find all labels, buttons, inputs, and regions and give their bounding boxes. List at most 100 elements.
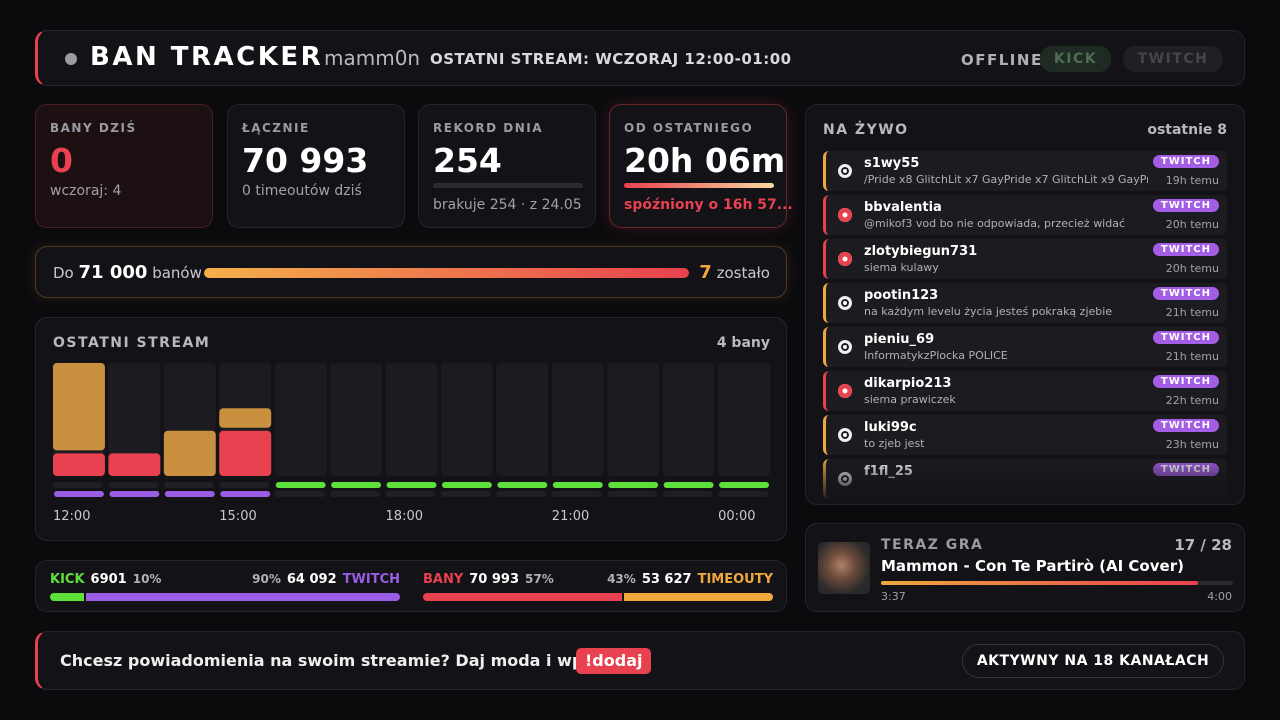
np-elapsed: 3:37	[881, 590, 906, 603]
command: !dodaj	[576, 648, 652, 674]
column-bg	[607, 363, 660, 476]
feed-time: 23h temu	[1165, 438, 1219, 451]
timeout-icon	[838, 164, 852, 178]
platform-badge: TWITCH	[1152, 287, 1219, 300]
stat-sub: wczoraj: 4	[50, 183, 122, 199]
stat-card: ŁĄCZNIE 70 993 0 timeoutów dziś	[227, 104, 405, 228]
platform-strip	[719, 482, 769, 488]
split-label: KICK	[50, 572, 85, 587]
platform-strip	[108, 482, 159, 488]
split-count: 53 627	[641, 572, 692, 587]
kick-button[interactable]: KICK	[1040, 46, 1111, 72]
ban-icon	[838, 208, 852, 222]
platform-strip	[663, 482, 714, 488]
bar-segment	[219, 430, 272, 476]
twitch-button[interactable]: TWITCH	[1123, 46, 1223, 72]
feed-message: siema prawiczek	[864, 393, 956, 406]
column-bg	[662, 363, 715, 476]
feed-message: @mikof3 vod bo nie odpowiada, przecież w…	[864, 217, 1126, 230]
user: mamm0n	[324, 46, 421, 70]
ban-icon	[838, 384, 852, 398]
platform-strip	[109, 491, 160, 497]
stat-label: OD OSTATNIEGO	[624, 121, 754, 135]
platform-strip	[164, 491, 215, 497]
feed-message: /Pride x8 GlitchLit x7 GayPride x7 Glitc…	[864, 173, 1148, 186]
platform-strip	[608, 482, 659, 488]
stat-label: BANY DZIŚ	[50, 121, 137, 135]
platform-strip	[496, 491, 547, 497]
platform-strip	[662, 491, 713, 497]
bar-segment	[108, 453, 161, 476]
now-playing: TERAZ GRA 17 / 28 Mammon - Con Te Partir…	[805, 523, 1245, 612]
feed-time: 20h temu	[1165, 218, 1219, 231]
platform-strip	[274, 491, 325, 497]
last-stream: OSTATNI STREAM: WCZORAJ 12:00-01:00	[430, 50, 792, 68]
feed-item: zlotybiegun731 siema kulawy TWITCH 20h temu	[823, 239, 1227, 279]
feed-item: dikarpio213 siema prawiczek TWITCH 22h temu	[823, 371, 1227, 411]
platform-strip	[440, 491, 491, 497]
ban-icon	[838, 252, 852, 266]
split-left: BANY 70 993 57%	[423, 572, 554, 587]
platform-strip	[385, 491, 436, 497]
split-bar	[423, 593, 622, 601]
platform-strip	[386, 482, 437, 488]
platform-strip	[330, 491, 381, 497]
stat-card: OD OSTATNIEGO 20h 06m spóźniony o 16h 57..…	[609, 104, 793, 228]
platform-strip	[163, 482, 214, 488]
stat-value: 20h 06m	[624, 141, 786, 180]
platform-badge: TWITCH	[1152, 375, 1219, 388]
feed-message: to zjeb jest	[864, 437, 925, 450]
platform-strip	[718, 491, 768, 497]
split-right: 43% 53 627 TIMEOUTY	[423, 572, 773, 587]
goal-text: Do 71 000 banów	[53, 262, 202, 283]
split-pct: 43%	[607, 572, 636, 586]
header: BAN TRACKER mamm0n OSTATNI STREAM: WCZOR…	[35, 30, 1245, 86]
feed-item: s1wy55/Pride x8 GlitchLit x7 GayPride x7…	[823, 151, 1227, 191]
feed-time: 21h temu	[1165, 350, 1219, 363]
platform-badge: TWITCH	[1152, 243, 1219, 256]
feed-item: bbvalentia @mikof3 vod bo nie odpowiada, …	[823, 195, 1227, 235]
platform-strip	[551, 491, 602, 497]
status-dot	[65, 53, 77, 65]
column-bg	[496, 363, 549, 476]
np-song: Mammon - Con Te Partirò (AI Cover)	[881, 557, 1184, 575]
np-duration: 4:00	[1207, 590, 1232, 603]
platform-badge: TWITCH	[1152, 199, 1219, 212]
split-label: BANY	[423, 572, 464, 587]
split-left: KICK 6901 10%	[50, 572, 161, 587]
split-bar	[623, 593, 773, 601]
feed-time: 21h temu	[1165, 306, 1219, 319]
platform-strip	[219, 482, 270, 488]
x-tick-label: 00:00	[718, 509, 755, 524]
split-label: TWITCH	[342, 572, 400, 587]
platform-badge: TWITCH	[1152, 419, 1219, 432]
split-count: 6901	[90, 572, 127, 587]
platform-strip	[54, 491, 104, 497]
stat-value: 0	[50, 141, 73, 180]
goal-panel: Do 71 000 banów 7 zostało	[35, 246, 787, 298]
fade	[806, 454, 1244, 504]
footer-text: Chcesz powiadomienia na swoim streamie? …	[60, 651, 608, 670]
timeout-icon	[838, 428, 852, 442]
platform-badge: TWITCH	[1152, 331, 1219, 344]
timeout-icon	[838, 296, 852, 310]
live-title: NA ŻYWO	[823, 122, 909, 138]
feed-user: pieniu_69	[864, 332, 935, 347]
platform-strip	[331, 482, 382, 488]
platform-strip	[220, 491, 271, 497]
column-bg	[718, 363, 770, 476]
stat-sub: brakuje 254 · z 24.05	[433, 197, 582, 213]
goal-target: 71 000	[78, 262, 148, 283]
column-bg	[385, 363, 438, 476]
platform-badge: TWITCH	[1152, 155, 1219, 168]
split-pct: 90%	[252, 572, 281, 586]
goal-bar	[204, 268, 689, 278]
remaining-label: zostało	[716, 264, 770, 282]
split-bar	[86, 593, 400, 601]
chart-title: OSTATNI STREAM	[53, 335, 211, 351]
feed-item: pieniu_69 InformatykzPlocka POLICE TWITCH 2…	[823, 327, 1227, 367]
np-track	[881, 581, 1233, 585]
bar-segment	[53, 453, 105, 476]
